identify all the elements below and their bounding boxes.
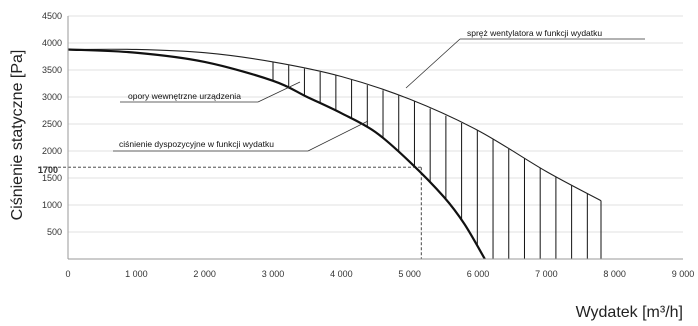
y-tick-label: 2000	[42, 146, 62, 156]
series-lines	[67, 48, 602, 260]
hatch-area-internal-resistance	[272, 61, 602, 259]
x-tick-label: 8 000	[603, 269, 626, 279]
x-tick-label: 2 000	[193, 269, 216, 279]
tick-labels: 500 1000 1500 2000 2500 3000 3500 4000 4500 0 1 00…	[42, 11, 694, 279]
leader-available	[307, 120, 369, 152]
x-tick-label: 9 000	[672, 269, 695, 279]
y-tick-label: 500	[47, 227, 62, 237]
leader-internal	[257, 81, 301, 103]
leader-fan	[405, 38, 461, 89]
x-tick-label: 6 000	[467, 269, 490, 279]
y-tick-label: 4500	[42, 11, 62, 21]
x-tick-label: 0	[65, 269, 70, 279]
x-tick-label: 1 000	[125, 269, 148, 279]
y-tick-label: 1000	[42, 200, 62, 210]
annotation-leaders	[113, 38, 645, 152]
x-tick-label: 4 000	[330, 269, 353, 279]
series-line-fan-pressure	[67, 48, 602, 202]
y-tick-label: 4000	[42, 38, 62, 48]
x-axis-label: Wydatek [m³/h]	[576, 304, 683, 321]
reference-value-label: 1700	[38, 165, 58, 175]
y-tick-label: 2500	[42, 119, 62, 129]
y-tick-label: 3000	[42, 92, 62, 102]
axes	[67, 16, 683, 260]
series-line-available-pressure	[67, 48, 486, 260]
annotation-available-pressure: ciśnienie dyspozycyjne w funkcji wydatku	[119, 139, 274, 149]
x-tick-label: 7 000	[535, 269, 558, 279]
reference-lines	[38, 166, 422, 259]
annotation-fan-pressure: spręż wentylatora w funkcji wydatku	[467, 28, 602, 38]
y-axis-label: Ciśnienie statyczne [Pa]	[9, 50, 26, 221]
grid-lines	[68, 15, 683, 233]
y-tick-label: 1500	[42, 173, 62, 183]
annotation-internal-resistance: opory wewnętrzne urządzenia	[128, 91, 241, 101]
y-tick-label: 3500	[42, 65, 62, 75]
x-tick-label: 3 000	[262, 269, 285, 279]
x-tick-label: 5 000	[398, 269, 421, 279]
